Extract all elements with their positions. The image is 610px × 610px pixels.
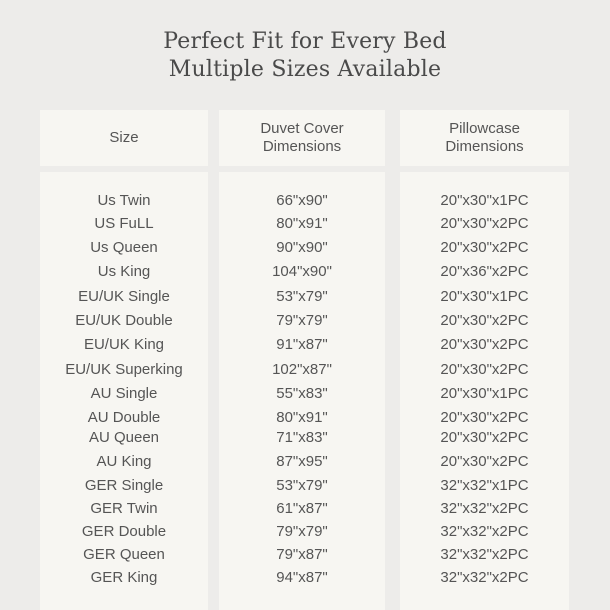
header-duvet-label: Duvet Cover Dimensions: [260, 120, 344, 155]
table-cell-size: EU/UK Superking: [65, 361, 183, 378]
header-size-label: Size: [109, 129, 139, 146]
table-cell-duvet: 71"x83": [276, 429, 328, 446]
table-cell-pillow: 32"x32"x1PC: [440, 477, 529, 494]
table-cell-pillow: 20"x30"x2PC: [440, 215, 529, 232]
table-cell-pillow: 20"x30"x2PC: [440, 361, 529, 378]
table-cell-duvet: 66"x90": [276, 192, 328, 209]
header-duvet: Duvet Cover Dimensions: [219, 110, 385, 166]
table-cell-size: GER Double: [81, 523, 167, 540]
table-cell-pillow: 32"x32"x2PC: [440, 569, 529, 586]
table-cell-pillow: 20"x30"x2PC: [440, 409, 529, 426]
table-cell-pillow: 32"x32"x2PC: [440, 546, 529, 563]
table-cell-duvet: 87"x95": [276, 453, 328, 470]
table-cell-size: GER Single: [84, 477, 164, 494]
table-cell-size: Us Queen: [90, 239, 158, 256]
duvet-column: 66"x90" 80"x91" 90"x90" 104"x90" 53"x79" 79"x…: [219, 172, 385, 610]
table-cell-duvet: 53"x79": [276, 288, 328, 305]
table-cell-size: US FuLL: [94, 215, 154, 232]
table-cell-duvet: 61"x87": [276, 500, 328, 517]
table-cell-duvet: 79"x79": [276, 523, 328, 540]
pillow-column: 20"x30"x1PC 20"x30"x2PC 20"x30"x2PC 20"x36"…: [400, 172, 569, 610]
table-cell-pillow: 20"x30"x2PC: [440, 312, 529, 329]
header-size: Size: [40, 110, 208, 166]
table-cell-size: EU/UK King: [83, 336, 165, 353]
table-cell-duvet: 102"x87": [272, 361, 332, 378]
table-cell-duvet: 94"x87": [276, 569, 328, 586]
table-cell-pillow: 20"x30"x2PC: [440, 453, 529, 470]
table-cell-duvet: 80"x91": [276, 409, 328, 426]
table-cell-pillow: 20"x30"x2PC: [440, 239, 529, 256]
table-cell-size: Us King: [97, 263, 151, 280]
table-cell-duvet: 79"x79": [276, 312, 328, 329]
table-cell-duvet: 53"x79": [276, 477, 328, 494]
table-cell-size: GER King: [90, 569, 158, 586]
table-cell-size: AU Single: [90, 385, 158, 402]
title-line-2: Multiple Sizes Available: [168, 57, 442, 82]
header-pillow: Pillowcase Dimensions: [400, 110, 569, 166]
table-cell-size: EU/UK Double: [75, 312, 173, 329]
table-cell-pillow: 20"x30"x2PC: [440, 429, 529, 446]
table-cell-size: AU Queen: [88, 429, 160, 446]
table-cell-pillow: 20"x30"x1PC: [440, 192, 529, 209]
table-cell-pillow: 20"x30"x1PC: [440, 288, 529, 305]
size-column: Us Twin US FuLL Us Queen Us King EU/UK Singl…: [40, 172, 208, 610]
table-cell-size: AU Double: [87, 409, 161, 426]
table-cell-duvet: 104"x90": [272, 263, 332, 280]
table-cell-duvet: 55"x83": [276, 385, 328, 402]
table-cell-pillow: 20"x30"x1PC: [440, 385, 529, 402]
header-pillow-label: Pillowcase Dimensions: [445, 120, 524, 155]
table-cell-pillow: 32"x32"x2PC: [440, 523, 529, 540]
table-cell-duvet: 79"x87": [276, 546, 328, 563]
table-cell-duvet: 90"x90": [276, 239, 328, 256]
table-cell-size: GER Twin: [90, 500, 158, 517]
table-cell-size: Us Twin: [97, 192, 151, 209]
table-cell-size: AU King: [96, 453, 152, 470]
table-cell-pillow: 20"x36"x2PC: [440, 263, 529, 280]
table-cell-size: GER Queen: [83, 546, 165, 563]
table-cell-size: EU/UK Single: [78, 288, 170, 305]
table-cell-duvet: 91"x87": [276, 336, 328, 353]
table-cell-pillow: 20"x30"x2PC: [440, 336, 529, 353]
table-cell-duvet: 80"x91": [276, 215, 328, 232]
title-line-1: Perfect Fit for Every Bed: [163, 29, 447, 54]
table-cell-pillow: 32"x32"x2PC: [440, 500, 529, 517]
